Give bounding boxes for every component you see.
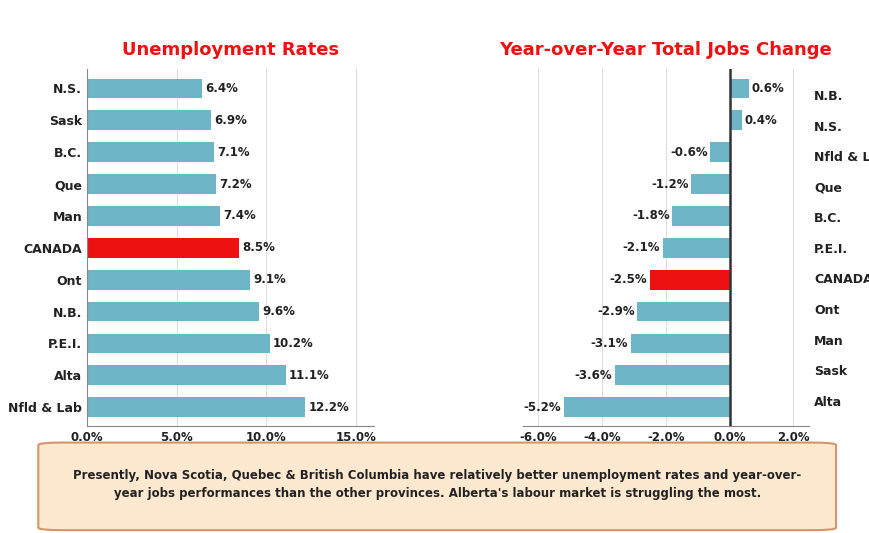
Bar	[729, 78, 747, 98]
Bar	[710, 142, 729, 162]
Text: 6.9%: 6.9%	[214, 114, 247, 127]
Text: 9.6%: 9.6%	[262, 305, 295, 318]
Text: -2.5%: -2.5%	[609, 273, 647, 286]
Text: -3.6%: -3.6%	[574, 369, 612, 382]
Text: Presently, Nova Scotia, Quebec & British Columbia have relatively better unemplo: Presently, Nova Scotia, Quebec & British…	[73, 469, 800, 500]
Bar	[87, 366, 285, 385]
Bar	[662, 238, 729, 258]
Bar	[729, 110, 741, 130]
Text: 10.2%: 10.2%	[273, 337, 314, 350]
Text: 7.2%: 7.2%	[219, 177, 251, 191]
Text: 0.4%: 0.4%	[744, 114, 777, 127]
Text: 7.1%: 7.1%	[217, 146, 249, 159]
Bar	[87, 302, 259, 321]
Text: -0.6%: -0.6%	[669, 146, 707, 159]
Bar	[649, 270, 729, 289]
FancyBboxPatch shape	[38, 442, 835, 530]
Bar	[614, 366, 729, 385]
Bar	[87, 78, 202, 98]
Bar	[87, 142, 214, 162]
Bar	[87, 174, 216, 194]
Text: 7.4%: 7.4%	[222, 209, 255, 222]
Text: 6.4%: 6.4%	[204, 82, 237, 95]
Bar	[636, 302, 729, 321]
Bar	[630, 334, 729, 353]
Text: 9.1%: 9.1%	[253, 273, 286, 286]
Text: 0.6%: 0.6%	[750, 82, 783, 95]
Title: Unemployment Rates: Unemployment Rates	[122, 42, 338, 59]
Bar	[691, 174, 729, 194]
Text: 11.1%: 11.1%	[289, 369, 329, 382]
Bar	[87, 270, 249, 289]
Bar	[672, 206, 729, 226]
Text: -1.8%: -1.8%	[631, 209, 669, 222]
Text: 12.2%: 12.2%	[308, 401, 349, 414]
Text: -3.1%: -3.1%	[590, 337, 627, 350]
Text: -5.2%: -5.2%	[523, 401, 561, 414]
Text: -2.9%: -2.9%	[596, 305, 634, 318]
Bar	[87, 334, 269, 353]
Title: Year-over-Year Total Jobs Change: Year-over-Year Total Jobs Change	[499, 42, 832, 59]
Text: 8.5%: 8.5%	[242, 241, 275, 254]
Bar	[87, 398, 305, 417]
Bar	[87, 238, 239, 258]
Bar	[87, 206, 219, 226]
Text: -2.1%: -2.1%	[622, 241, 660, 254]
Bar	[87, 110, 210, 130]
Bar	[563, 398, 729, 417]
Text: -1.2%: -1.2%	[651, 177, 688, 191]
